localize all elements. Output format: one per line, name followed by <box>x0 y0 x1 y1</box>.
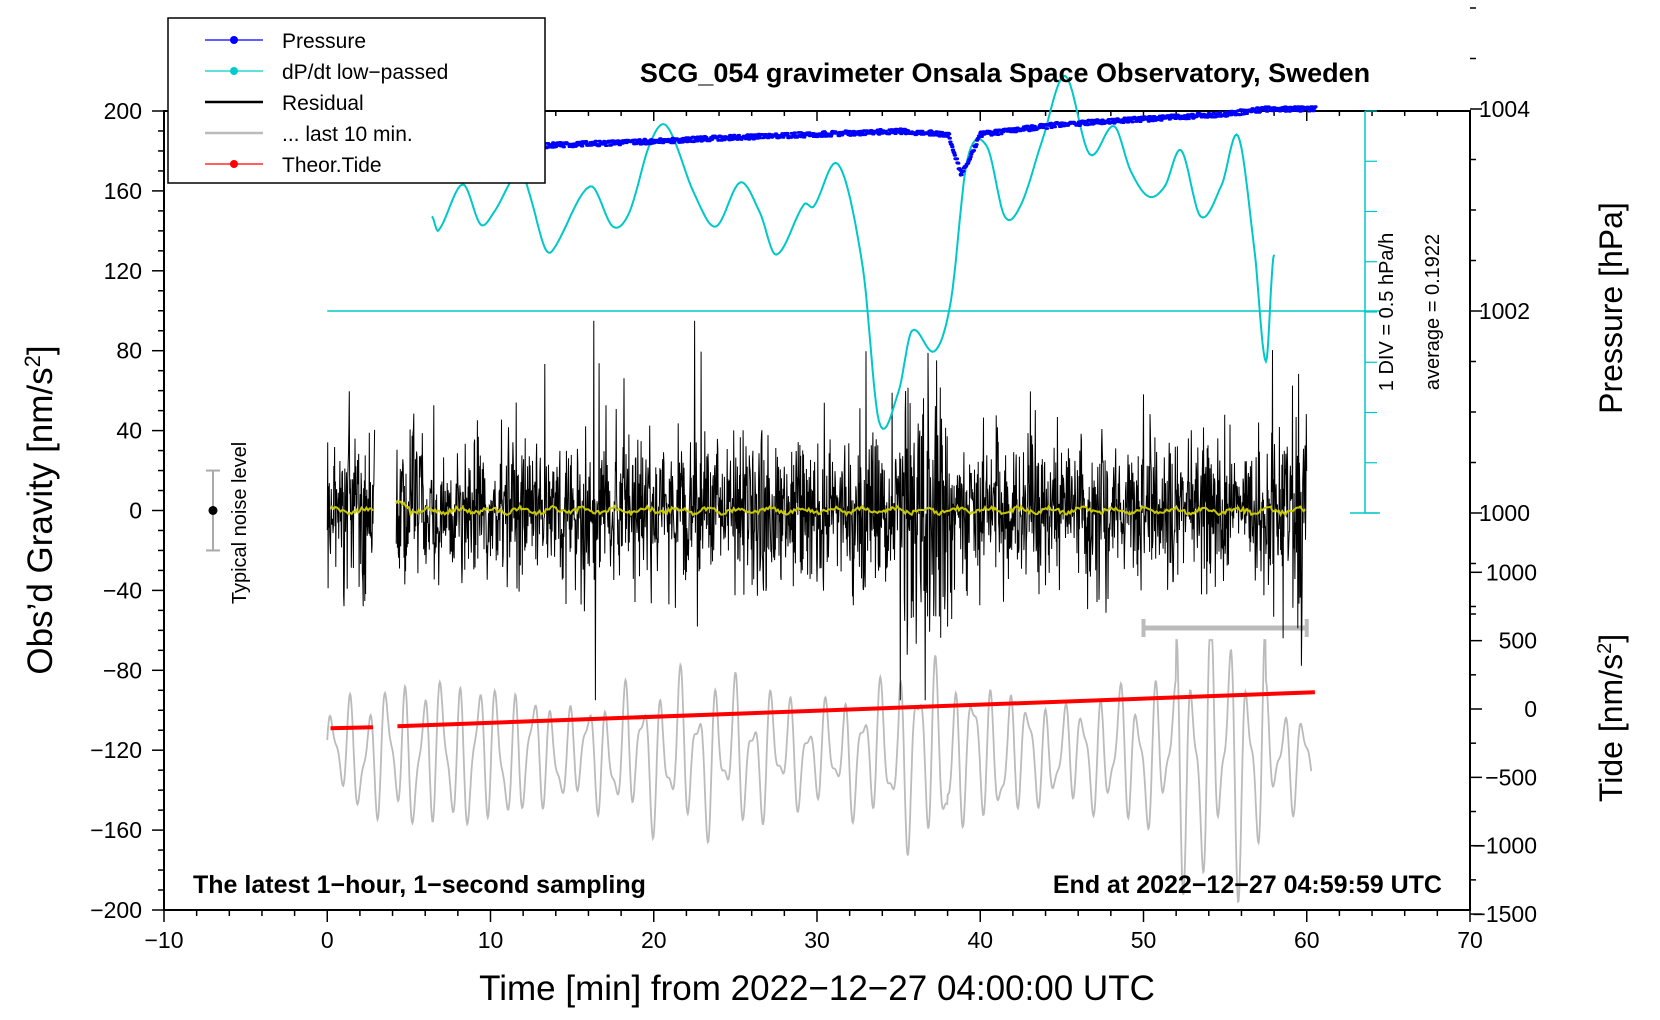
x-axis-title: Time [min] from 2022−12−27 04:00:00 UTC <box>479 969 1155 1008</box>
y-axis-tide: 1000 500 0 −500 −1000 −1500 <box>1470 559 1537 927</box>
y-tick-label: −200 <box>90 897 142 923</box>
tide-tick-label: −1000 <box>1472 833 1537 859</box>
tide-tick-label: 0 <box>1524 696 1537 722</box>
tide-tick-label: 500 <box>1499 628 1537 654</box>
x-tick-label: 20 <box>641 927 667 953</box>
pressure-tick-label: 1000 <box>1479 500 1530 526</box>
dpdt-series <box>327 74 1380 514</box>
end-time-note: End at 2022−12−27 04:59:59 UTC <box>1053 871 1442 899</box>
pressure-axis-title: Pressure [hPa] <box>1593 202 1629 414</box>
x-tick-label: 40 <box>967 927 993 953</box>
legend-label: dP/dt low−passed <box>282 61 448 84</box>
y-tick-label: −120 <box>90 737 142 763</box>
residual-smoothed <box>329 499 1306 518</box>
tide-axis-title-sup: 2 <box>1594 643 1616 654</box>
y-axis-title-sup: 2 <box>20 355 45 367</box>
last-10-min-series <box>326 619 1313 904</box>
y-axis-pressure: 1004 1002 1000 <box>1470 7 1530 615</box>
y-tick-label: 80 <box>116 338 142 364</box>
x-tick-label: 60 <box>1294 927 1320 953</box>
tide-axis-title: Tide [nm/s2] <box>1593 634 1629 802</box>
legend-label: Pressure <box>282 30 366 53</box>
noise-level-dot <box>208 506 218 515</box>
theor-tide-series <box>330 690 1315 731</box>
y-tick-label: 160 <box>104 178 142 204</box>
y-tick-label: 0 <box>129 498 142 524</box>
y-tick-label: 200 <box>104 98 142 124</box>
pressure-tick-label: 1002 <box>1479 298 1530 324</box>
dpdt-line <box>431 74 1276 431</box>
tide-tick-label: 1000 <box>1486 559 1537 585</box>
legend: Pressure dP/dt low−passed Residual ... last… <box>167 17 546 184</box>
legend-swatch-dot <box>230 36 238 44</box>
tide-tick-label: −500 <box>1485 764 1537 790</box>
dpdt-average-label: average = 0.1922 <box>1422 234 1444 390</box>
x-tick-label: 50 <box>1131 927 1157 953</box>
legend-swatch-dot <box>230 67 238 75</box>
tide-axis-title-close: ] <box>1593 634 1629 643</box>
y-axis-title: Obs’d Gravity [nm/s2] <box>20 345 60 674</box>
tide-axis-title-text: Tide [nm/s <box>1593 654 1629 802</box>
y-tick-label: 40 <box>116 418 142 444</box>
y-tick-label: −160 <box>90 817 142 843</box>
residual-smoothed-line <box>394 499 1306 518</box>
x-tick-label: 10 <box>478 927 504 953</box>
tide-tick-label: −1500 <box>1472 901 1537 927</box>
last-10-min-line <box>326 639 1313 904</box>
chart-title: SCG_054 gravimeter Onsala Space Observat… <box>640 58 1370 88</box>
legend-swatch-dot <box>230 160 238 168</box>
noise-level-label: Typical noise level <box>229 442 251 604</box>
y-tick-label: −80 <box>103 657 142 683</box>
legend-label: Residual <box>282 92 364 115</box>
dpdt-scale-label: 1 DIV = 0.5 hPa/h <box>1376 233 1398 391</box>
theor-tide-line <box>397 690 1315 729</box>
x-tick-label: 70 <box>1457 927 1483 953</box>
residual-smoothed-line <box>329 504 374 516</box>
pressure-outlier-point <box>958 172 963 177</box>
legend-label: ... last 10 min. <box>282 123 413 146</box>
y-axis-gravity: 200 160 120 80 40 0 −40 −80 −120 −160 −200 <box>90 98 164 923</box>
legend-label: Theor.Tide <box>282 154 382 177</box>
y-axis-title-close: ] <box>21 345 60 355</box>
x-tick-label: −10 <box>144 927 183 953</box>
x-tick-label: 0 <box>321 927 334 953</box>
y-tick-label: 120 <box>104 258 142 284</box>
sampling-note: The latest 1−hour, 1−second sampling <box>193 871 646 899</box>
theor-tide-line <box>330 725 374 731</box>
residual-line <box>326 391 376 607</box>
legend-box <box>167 17 546 184</box>
pressure-tick-label: 1004 <box>1479 96 1530 122</box>
y-axis-title-text: Obs’d Gravity [nm/s <box>21 367 60 674</box>
x-tick-label: 30 <box>804 927 830 953</box>
annotations <box>206 469 220 552</box>
y-tick-label: −40 <box>103 577 142 603</box>
